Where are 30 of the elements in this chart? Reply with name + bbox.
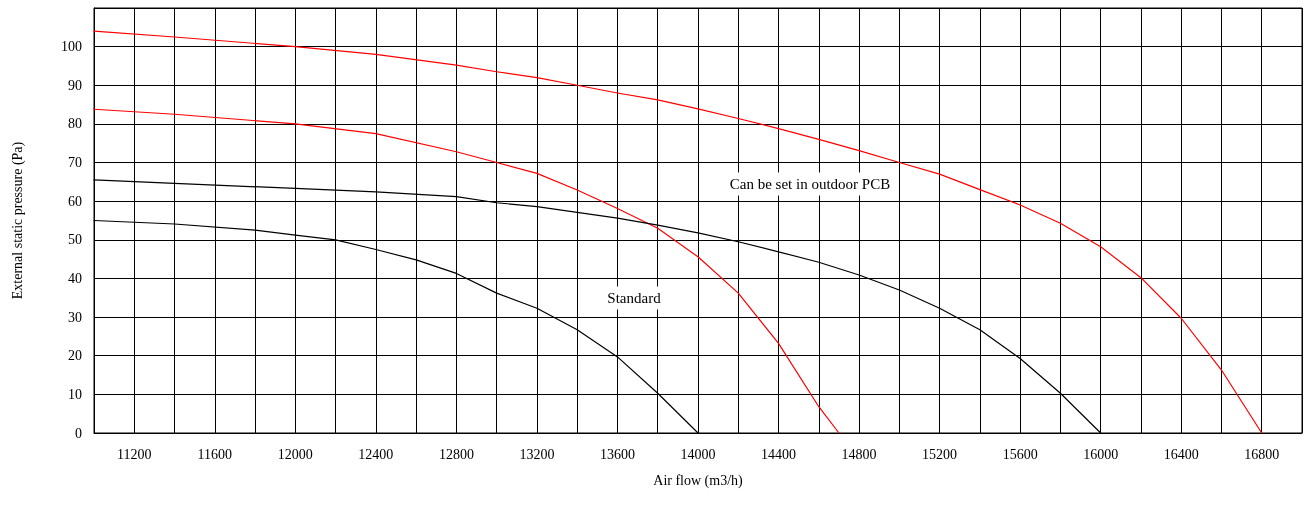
y-tick-label: 40 [68, 270, 82, 286]
y-tick-label: 50 [68, 232, 82, 248]
annotation: Can be set in outdoor PCB [729, 176, 891, 192]
y-tick-label: 20 [68, 348, 82, 364]
x-tick-label: 11600 [197, 446, 233, 462]
y-tick-label: 10 [68, 386, 82, 402]
x-tick-label: 13200 [519, 446, 555, 462]
y-tick-label: 100 [61, 39, 82, 55]
x-tick-label: 12400 [358, 446, 394, 462]
x-tick-label: 16400 [1163, 446, 1199, 462]
x-tick-label: 12000 [277, 446, 313, 462]
annotation: Standard [607, 290, 662, 306]
x-tick-label: 12800 [438, 446, 474, 462]
y-tick-label: 70 [68, 155, 82, 171]
x-axis-title: Air flow (m3/h) [653, 472, 744, 489]
y-axis-title: External static pressure (Pa) [9, 141, 26, 300]
x-tick-label: 14400 [761, 446, 797, 462]
x-tick-label: 15200 [922, 446, 958, 462]
y-tick-label: 80 [68, 116, 82, 132]
x-tick-label: 16000 [1083, 446, 1119, 462]
y-tick-label: 90 [68, 77, 82, 93]
x-tick-label: 14800 [841, 446, 877, 462]
y-tick-label: 30 [68, 309, 82, 325]
y-tick-label: 60 [68, 193, 82, 209]
y-tick-label: 0 [75, 425, 82, 441]
x-tick-label: 16800 [1244, 446, 1280, 462]
x-tick-label: 14000 [680, 446, 716, 462]
x-tick-label: 13600 [599, 446, 635, 462]
x-tick-label: 11200 [117, 446, 152, 462]
x-tick-label: 15600 [1002, 446, 1038, 462]
